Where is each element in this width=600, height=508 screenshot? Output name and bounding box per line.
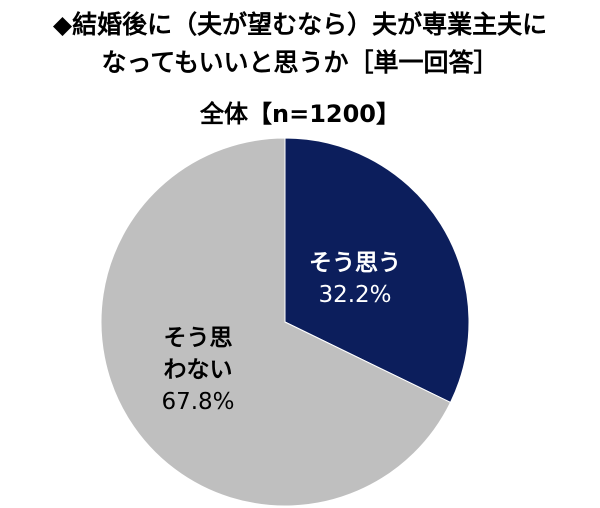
pie-slice-2 <box>100 137 452 507</box>
slice-2-label-line-2: わない <box>164 357 233 383</box>
chart-subtitle: 全体【n=1200】 <box>200 100 400 128</box>
slice-2-label-line-1: そう思 <box>164 325 233 351</box>
slice-1-label-line-1: そう思う <box>309 250 401 276</box>
chart-title-line-1: ◆結婚後に（夫が望むなら）夫が専業主夫に <box>52 10 548 39</box>
pie-slice-1 <box>284 137 470 404</box>
slice-1-value-label: 32.2% <box>318 282 391 308</box>
slice-2-value-label: 67.8% <box>161 389 234 415</box>
chart-title: ◆結婚後に（夫が望むなら）夫が専業主夫に なってもいいと思うか［単一回答］ <box>0 6 600 82</box>
chart-title-line-2: なってもいいと思うか［単一回答］ <box>101 48 499 77</box>
